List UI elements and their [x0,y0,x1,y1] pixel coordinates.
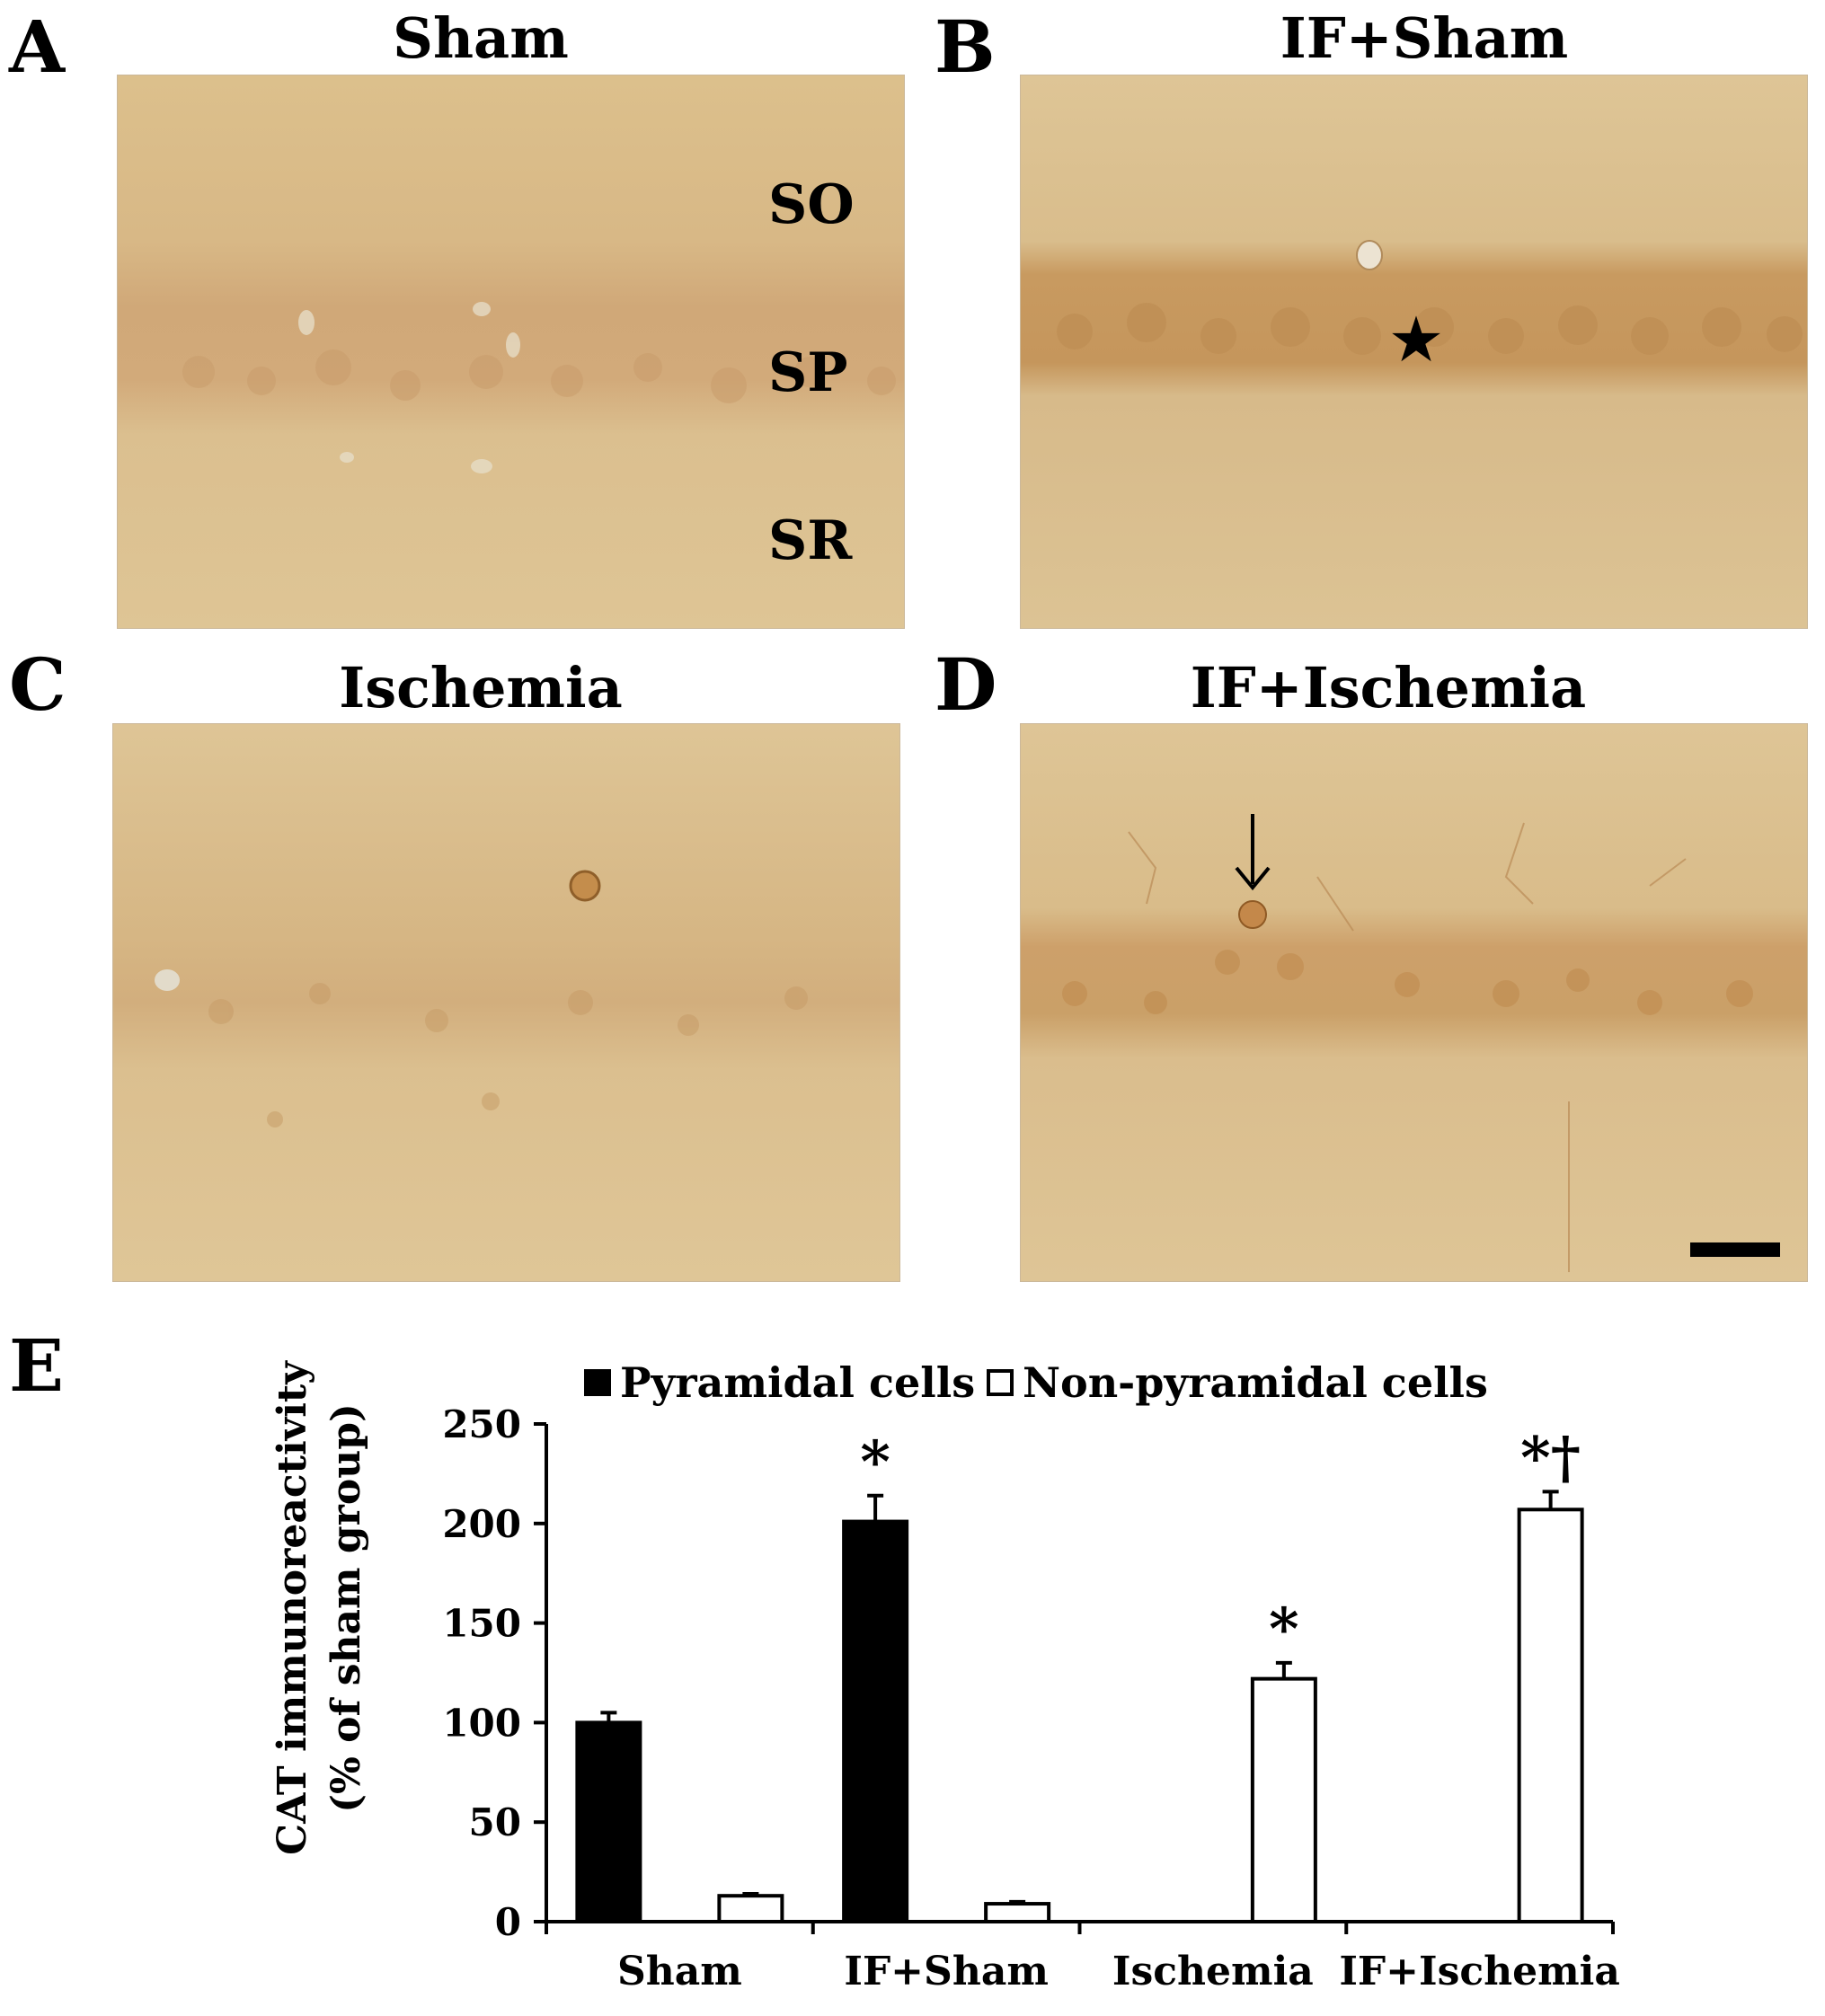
significance-marker: *† [1520,1424,1581,1491]
micrograph-ischemia [112,723,900,1282]
y-axis-title-line1: CAT immunoreactivity [270,1360,315,1855]
panel-letter-a: A [9,4,66,89]
micrograph-sham [117,75,905,629]
panel-letter-c: C [9,642,66,727]
y-tick-label: 200 [442,1502,521,1546]
arrow-down-icon [1235,814,1271,891]
y-tick-label: 100 [442,1701,521,1745]
panel-title-sham: Sham [393,5,569,71]
layer-label-sp: SP [768,341,848,404]
panel-title-if-sham: IF+Sham [1280,5,1569,71]
layer-label-sr: SR [768,509,853,572]
y-tick-label: 50 [469,1800,521,1844]
y-tick-label: 250 [442,1402,521,1446]
y-tick-label: 0 [495,1900,521,1944]
legend-label-nonpyramidal: Non-pyramidal cells [1023,1358,1488,1407]
layer-label-so: SO [768,173,855,236]
panel-letter-b: B [935,4,996,89]
bar [717,1894,784,1923]
x-tick-label: IF+Sham [844,1949,1049,1994]
bar [1250,1676,1317,1923]
legend-pyramidal: Pyramidal cells [584,1362,975,1403]
y-axis-title-line2: (% of sham group) [323,1403,369,1813]
significance-marker: * [1269,1596,1298,1663]
bar [842,1519,909,1923]
panel-letter-e: E [9,1323,64,1408]
scale-bar [1690,1242,1780,1257]
legend-nonpyramidal: Non-pyramidal cells [987,1362,1488,1403]
micrograph-if-ischemia [1020,723,1808,1282]
bar [984,1902,1051,1923]
x-tick-label: Ischemia [1112,1949,1314,1994]
x-tick-label: IF+Ischemia [1339,1949,1620,1994]
significance-marker: * [860,1428,890,1496]
panel-title-if-ischemia: IF+Ischemia [1190,655,1587,721]
y-tick-label: 150 [442,1602,521,1646]
legend-label-pyramidal: Pyramidal cells [620,1358,976,1407]
panel-letter-d: D [935,642,997,727]
bar [575,1720,642,1924]
x-tick-label: Sham [617,1949,742,1994]
panel-title-ischemia: Ischemia [339,655,623,721]
legend-swatch-pyramidal [584,1369,611,1396]
star-icon: ★ [1388,303,1445,376]
bar [1517,1508,1584,1923]
micrograph-if-sham: ★ [1020,75,1808,629]
legend-swatch-nonpyramidal [987,1369,1014,1396]
